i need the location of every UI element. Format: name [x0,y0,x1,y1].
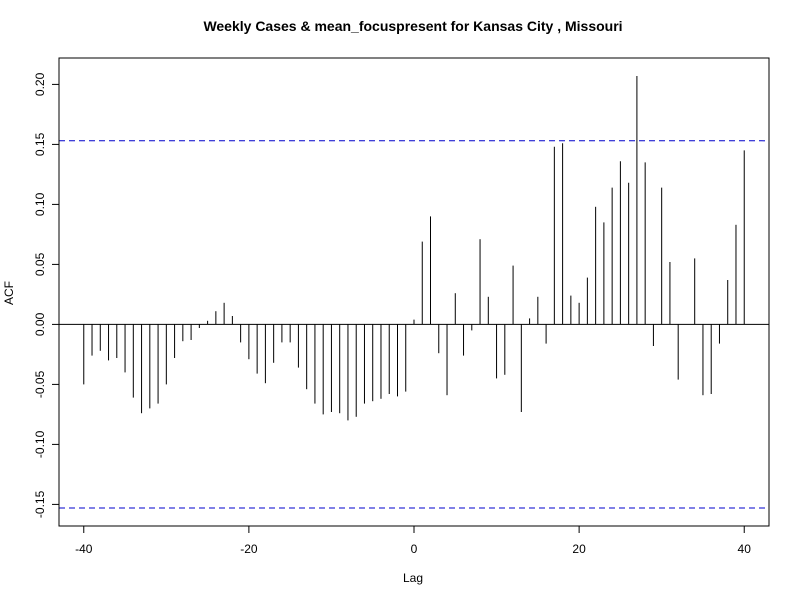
chart-title: Weekly Cases & mean_focuspresent for Kan… [203,18,622,34]
y-tick-label: -0.15 [33,490,47,518]
y-tick-label: 0.05 [33,252,47,276]
x-tick-label: -40 [75,542,93,556]
x-tick-label: 0 [411,542,418,556]
plot-frame [58,57,770,527]
x-tick-label: 20 [572,542,586,556]
y-tick-label: -0.10 [33,430,47,458]
y-tick-label: 0.15 [33,132,47,156]
x-tick-label: -20 [240,542,258,556]
acf-bars [83,76,745,421]
x-tick-label: 40 [738,542,752,556]
y-tick-label: 0.00 [33,312,47,336]
y-axis: -0.15 -0.10 -0.05 0.00 0.05 0.10 0.15 0.20 [33,72,60,518]
y-tick-label: 0.10 [33,192,47,216]
x-axis: -40 -20 0 20 40 [75,525,752,556]
x-axis-label: Lag [403,571,423,585]
y-tick-label: -0.05 [33,370,47,398]
y-axis-label: ACF [2,281,16,305]
y-tick-label: 0.20 [33,72,47,96]
